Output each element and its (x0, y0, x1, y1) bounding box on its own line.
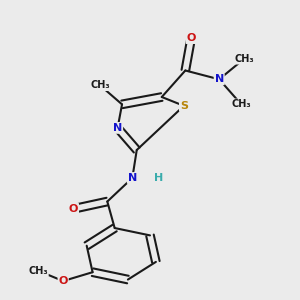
Text: CH₃: CH₃ (232, 99, 251, 110)
Text: O: O (69, 204, 78, 214)
Text: N: N (113, 123, 122, 133)
Text: S: S (180, 101, 188, 111)
Text: O: O (58, 276, 68, 286)
Text: CH₃: CH₃ (28, 266, 48, 276)
Text: N: N (214, 74, 224, 84)
Text: CH₃: CH₃ (234, 54, 254, 64)
Text: N: N (128, 173, 137, 183)
Text: O: O (187, 33, 196, 43)
Text: CH₃: CH₃ (90, 80, 110, 90)
Text: H: H (154, 173, 164, 183)
